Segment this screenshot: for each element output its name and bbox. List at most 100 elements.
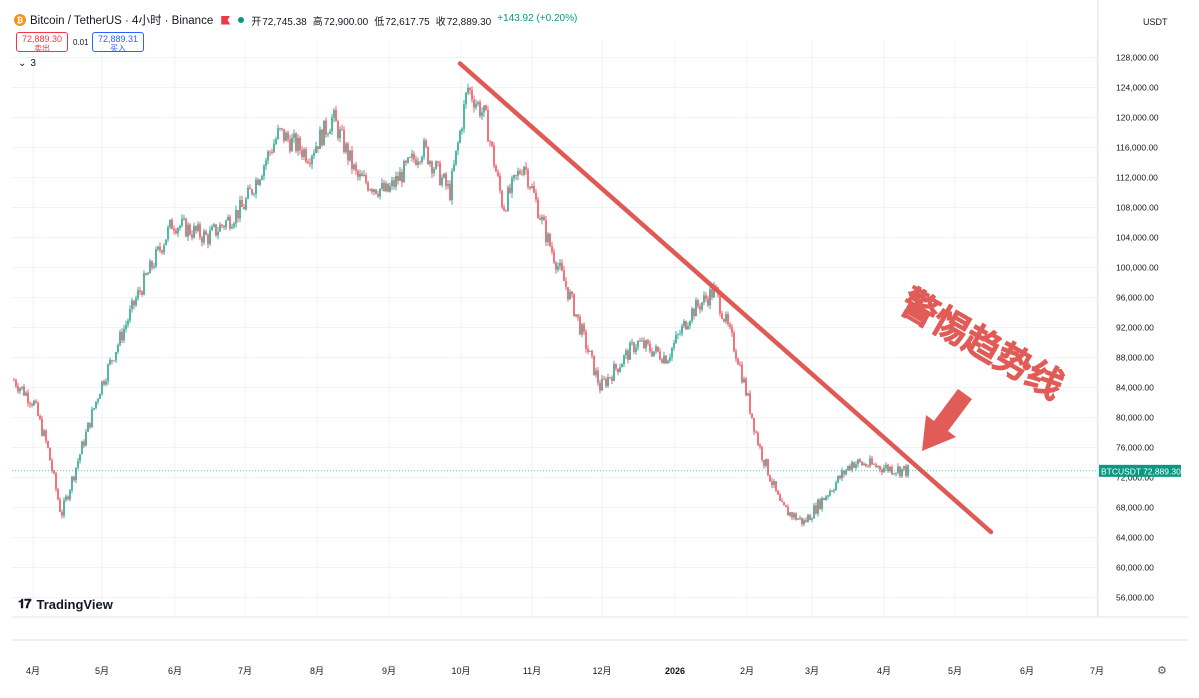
candle-body <box>75 467 77 481</box>
candle-body <box>661 359 663 363</box>
candle-body <box>207 234 209 245</box>
candle-body <box>73 476 75 481</box>
candle-body <box>367 182 369 191</box>
flag-icon[interactable] <box>221 15 231 25</box>
candle-body <box>645 340 647 349</box>
candle-body <box>489 141 491 143</box>
candle-body <box>33 400 35 406</box>
candle-body <box>891 466 893 475</box>
candle-body <box>807 515 809 522</box>
bitcoin-icon: ₿ <box>14 14 26 26</box>
candle-body <box>673 342 675 348</box>
candle-body <box>795 513 797 520</box>
candle-body <box>791 512 793 518</box>
candle-body <box>23 386 25 396</box>
candle-body <box>687 325 689 330</box>
candle-body <box>169 219 171 228</box>
candle-body <box>311 155 313 165</box>
candle-body <box>147 273 149 275</box>
candle-body <box>287 132 289 140</box>
candle-body <box>789 512 791 516</box>
candle-body <box>799 517 801 519</box>
candle-body <box>91 409 93 428</box>
x-tick-label: 4月 <box>877 666 891 676</box>
candle-body <box>857 459 859 465</box>
candle-body <box>363 174 365 177</box>
candle-body <box>903 465 905 469</box>
candle-body <box>253 193 255 195</box>
buy-button[interactable]: 72,889.31 买入 <box>92 32 144 53</box>
candle-body <box>289 139 291 152</box>
settings-icon[interactable]: ⚙ <box>1157 665 1167 677</box>
symbol-title[interactable]: Bitcoin / TetherUS · 4小时 · Binance <box>30 15 214 27</box>
candle-body <box>109 359 111 365</box>
low-label: 低 <box>374 16 385 28</box>
candle-body <box>845 470 847 475</box>
candle-body <box>151 261 153 268</box>
candle-body <box>665 355 667 364</box>
candle-body <box>643 340 645 349</box>
candle-body <box>897 466 899 473</box>
candle-body <box>403 161 405 183</box>
open-label: 开 <box>251 16 262 28</box>
candle-body <box>729 324 731 328</box>
buy-label: 买入 <box>110 44 126 53</box>
candle-body <box>859 459 861 462</box>
candle-body <box>155 249 157 267</box>
candle-body <box>649 343 651 352</box>
x-tick-label: 9月 <box>382 666 396 676</box>
candle-body <box>733 332 735 352</box>
candle-body <box>731 327 733 333</box>
indicators-toggle[interactable]: ⌄ 3 <box>18 58 36 69</box>
candle-body <box>71 476 73 491</box>
candle-body <box>195 226 197 231</box>
tradingview-logo[interactable]: 𝟏𝟕 TradingView <box>18 596 113 612</box>
candle-body <box>831 491 833 492</box>
candle-body <box>525 166 527 170</box>
candle-body <box>765 459 767 466</box>
candle-body <box>693 308 695 317</box>
chart-header: ₿ Bitcoin / TetherUS · 4小时 · Binance 开72… <box>14 10 577 30</box>
candle-body <box>855 464 857 468</box>
candle-body <box>511 177 513 193</box>
candle-body <box>297 137 299 152</box>
candle-body <box>361 173 363 177</box>
candle-body <box>703 295 705 303</box>
sell-button[interactable]: 72,889.30 卖出 <box>16 32 68 53</box>
y-tick-label: 72,000.00 <box>1116 473 1154 483</box>
open-value: 72,745.38 <box>262 16 307 28</box>
candle-body <box>877 465 879 467</box>
candle-body <box>623 355 625 365</box>
candle-body <box>839 475 841 479</box>
candle-body <box>867 466 869 468</box>
candle-body <box>203 231 205 243</box>
candle-body <box>123 328 125 341</box>
candle-body <box>99 394 101 400</box>
candle-body <box>527 169 529 187</box>
candle-body <box>373 189 375 192</box>
candle-body <box>515 175 517 176</box>
candle-body <box>323 120 325 146</box>
x-tick-label: 7月 <box>1090 666 1104 676</box>
candle-body <box>833 490 835 492</box>
candle-body <box>431 161 433 174</box>
candle-body <box>485 105 487 111</box>
candle-body <box>775 481 777 491</box>
candle-body <box>707 298 709 306</box>
candle-body <box>907 465 909 476</box>
candle-body <box>329 131 331 134</box>
candle-body <box>497 171 499 176</box>
candle-body <box>663 355 665 363</box>
candle-body <box>543 216 545 221</box>
candle-body <box>751 413 753 419</box>
candle-body <box>469 88 471 90</box>
candle-body <box>743 378 745 383</box>
annotation-text: 警惕趋势线 <box>894 281 1070 407</box>
candle-body <box>141 291 143 295</box>
candle-body <box>41 418 43 436</box>
candle-body <box>571 291 573 295</box>
currency-unit[interactable]: USDT <box>1143 17 1168 27</box>
candle-body <box>309 163 311 165</box>
candle-body <box>163 245 165 253</box>
